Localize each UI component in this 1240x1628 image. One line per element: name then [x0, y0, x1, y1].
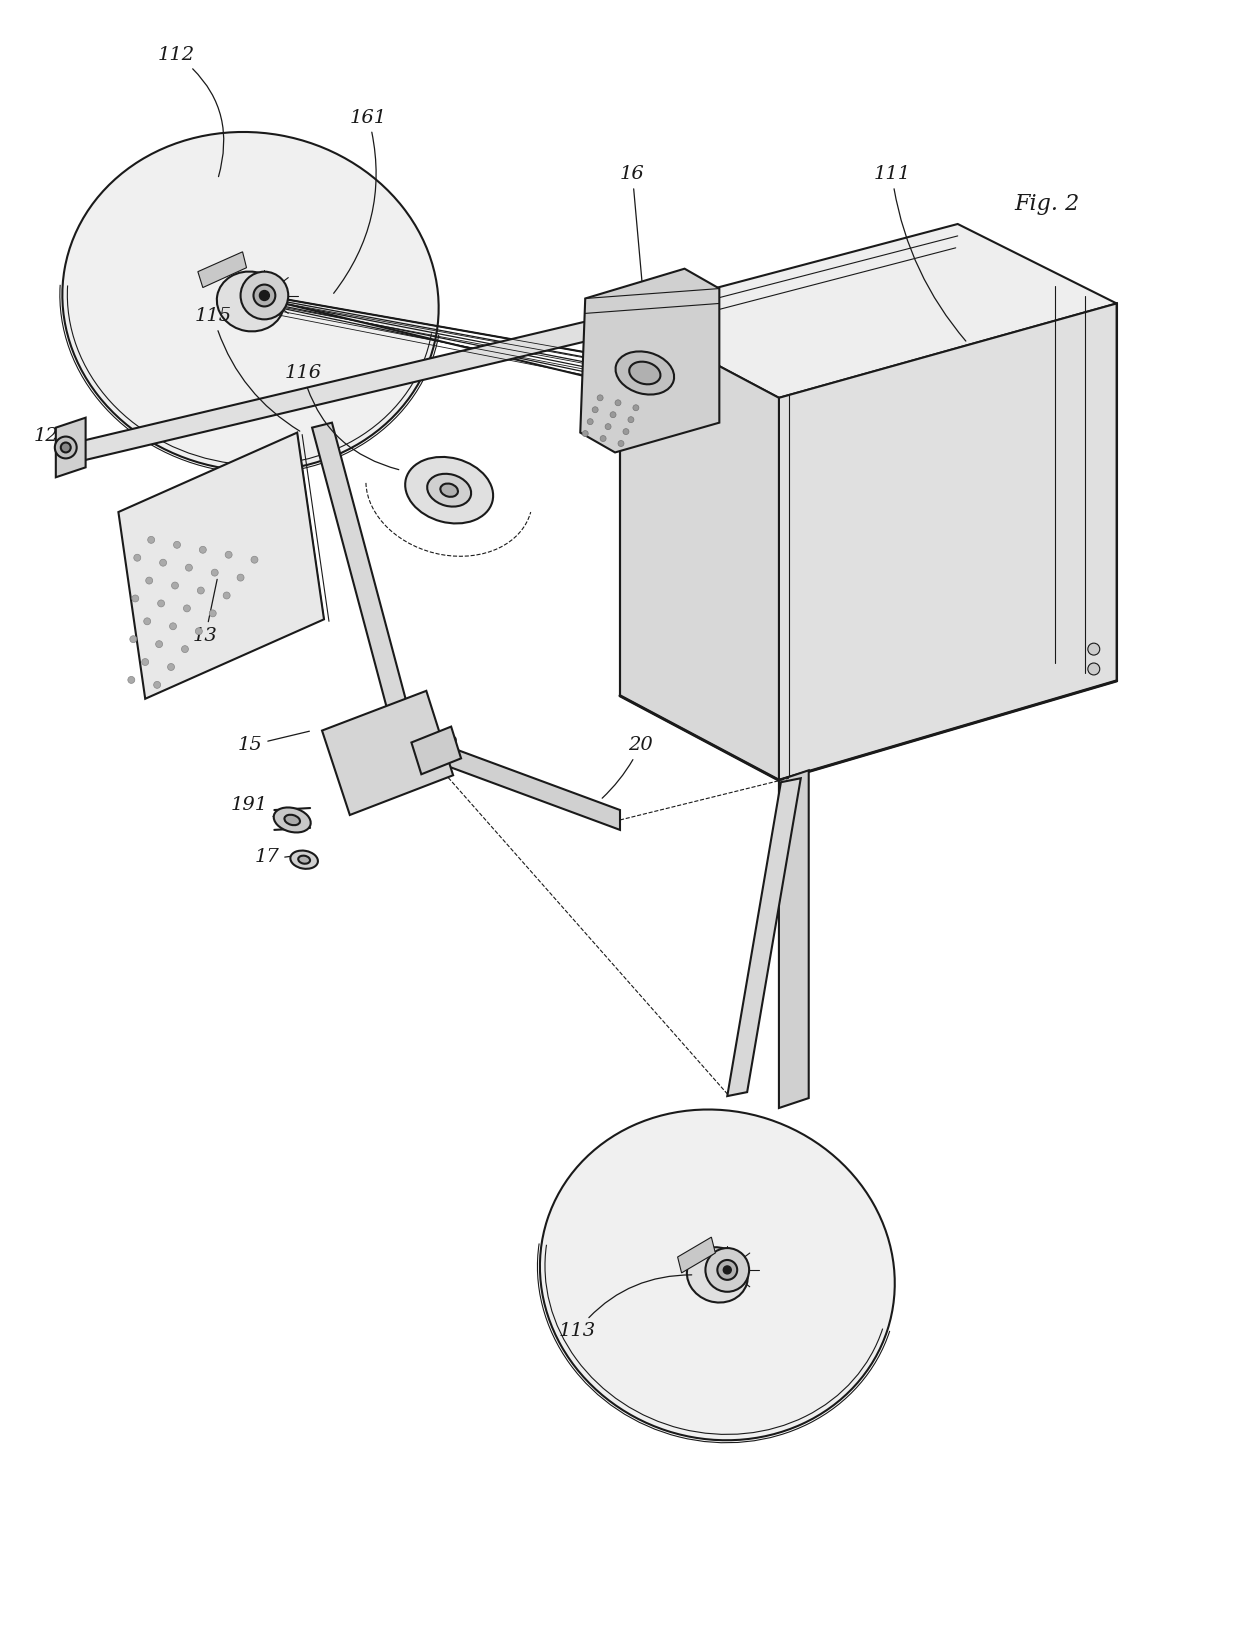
Circle shape	[61, 443, 71, 453]
Circle shape	[618, 441, 624, 446]
Ellipse shape	[274, 807, 311, 832]
Polygon shape	[56, 418, 86, 477]
Circle shape	[223, 593, 231, 599]
Text: 12: 12	[33, 427, 62, 448]
Text: 15: 15	[238, 731, 310, 754]
Circle shape	[167, 664, 175, 671]
Text: 116: 116	[284, 365, 399, 469]
Ellipse shape	[440, 484, 458, 497]
Circle shape	[160, 560, 166, 567]
Circle shape	[174, 542, 181, 549]
Ellipse shape	[299, 856, 310, 864]
Polygon shape	[312, 423, 412, 726]
Circle shape	[605, 423, 611, 430]
Circle shape	[241, 272, 288, 319]
Circle shape	[156, 641, 162, 648]
Circle shape	[250, 557, 258, 563]
Circle shape	[593, 407, 598, 414]
Polygon shape	[198, 252, 247, 288]
Ellipse shape	[284, 814, 300, 825]
Circle shape	[253, 285, 275, 306]
Circle shape	[134, 554, 141, 562]
Circle shape	[197, 588, 205, 594]
Circle shape	[184, 606, 191, 612]
Circle shape	[170, 624, 176, 630]
Ellipse shape	[629, 361, 661, 384]
Circle shape	[583, 430, 588, 436]
Circle shape	[598, 396, 603, 400]
Ellipse shape	[62, 132, 439, 470]
Polygon shape	[620, 225, 1117, 397]
Circle shape	[157, 601, 165, 607]
Circle shape	[128, 676, 135, 684]
Ellipse shape	[217, 272, 284, 332]
Polygon shape	[779, 303, 1117, 780]
Ellipse shape	[428, 474, 471, 506]
Polygon shape	[392, 726, 620, 830]
Circle shape	[1087, 663, 1100, 676]
Circle shape	[627, 417, 634, 423]
Polygon shape	[779, 770, 808, 1109]
Circle shape	[141, 659, 149, 666]
Circle shape	[146, 576, 153, 584]
Circle shape	[615, 400, 621, 405]
Circle shape	[723, 1267, 732, 1273]
Circle shape	[622, 428, 629, 435]
Text: 191: 191	[231, 796, 278, 819]
Circle shape	[210, 610, 216, 617]
Circle shape	[259, 290, 269, 301]
Circle shape	[181, 646, 188, 653]
Text: 16: 16	[620, 166, 645, 311]
Text: Fig. 2: Fig. 2	[1014, 194, 1080, 215]
Circle shape	[1087, 643, 1100, 654]
Text: 19: 19	[433, 736, 458, 754]
Circle shape	[171, 583, 179, 589]
Polygon shape	[677, 1237, 715, 1273]
Circle shape	[600, 436, 606, 441]
Circle shape	[718, 1260, 738, 1280]
Text: 161: 161	[334, 109, 387, 293]
Ellipse shape	[290, 850, 317, 869]
Polygon shape	[728, 778, 801, 1096]
Circle shape	[154, 682, 161, 689]
Text: 13: 13	[193, 580, 218, 645]
Circle shape	[610, 412, 616, 418]
Text: 113: 113	[558, 1275, 692, 1340]
Circle shape	[196, 628, 202, 635]
Circle shape	[55, 436, 77, 459]
Circle shape	[130, 635, 136, 643]
Polygon shape	[580, 269, 719, 453]
Ellipse shape	[615, 352, 675, 394]
Circle shape	[706, 1249, 749, 1291]
Circle shape	[186, 565, 192, 571]
Text: 20: 20	[603, 736, 652, 798]
Circle shape	[211, 570, 218, 576]
Ellipse shape	[405, 457, 494, 524]
Circle shape	[131, 594, 139, 602]
Circle shape	[200, 547, 206, 554]
Polygon shape	[620, 313, 779, 780]
Text: 112: 112	[159, 46, 223, 176]
Circle shape	[148, 536, 155, 544]
Text: 111: 111	[873, 166, 966, 342]
Text: 17: 17	[254, 848, 295, 866]
Circle shape	[226, 552, 232, 558]
Ellipse shape	[539, 1110, 895, 1441]
Circle shape	[588, 418, 593, 425]
Polygon shape	[83, 313, 620, 461]
Text: 115: 115	[195, 308, 300, 431]
Circle shape	[237, 575, 244, 581]
Circle shape	[632, 405, 639, 410]
Polygon shape	[322, 690, 453, 816]
Circle shape	[144, 619, 151, 625]
Polygon shape	[118, 433, 324, 698]
Ellipse shape	[687, 1247, 748, 1302]
Polygon shape	[412, 726, 461, 775]
